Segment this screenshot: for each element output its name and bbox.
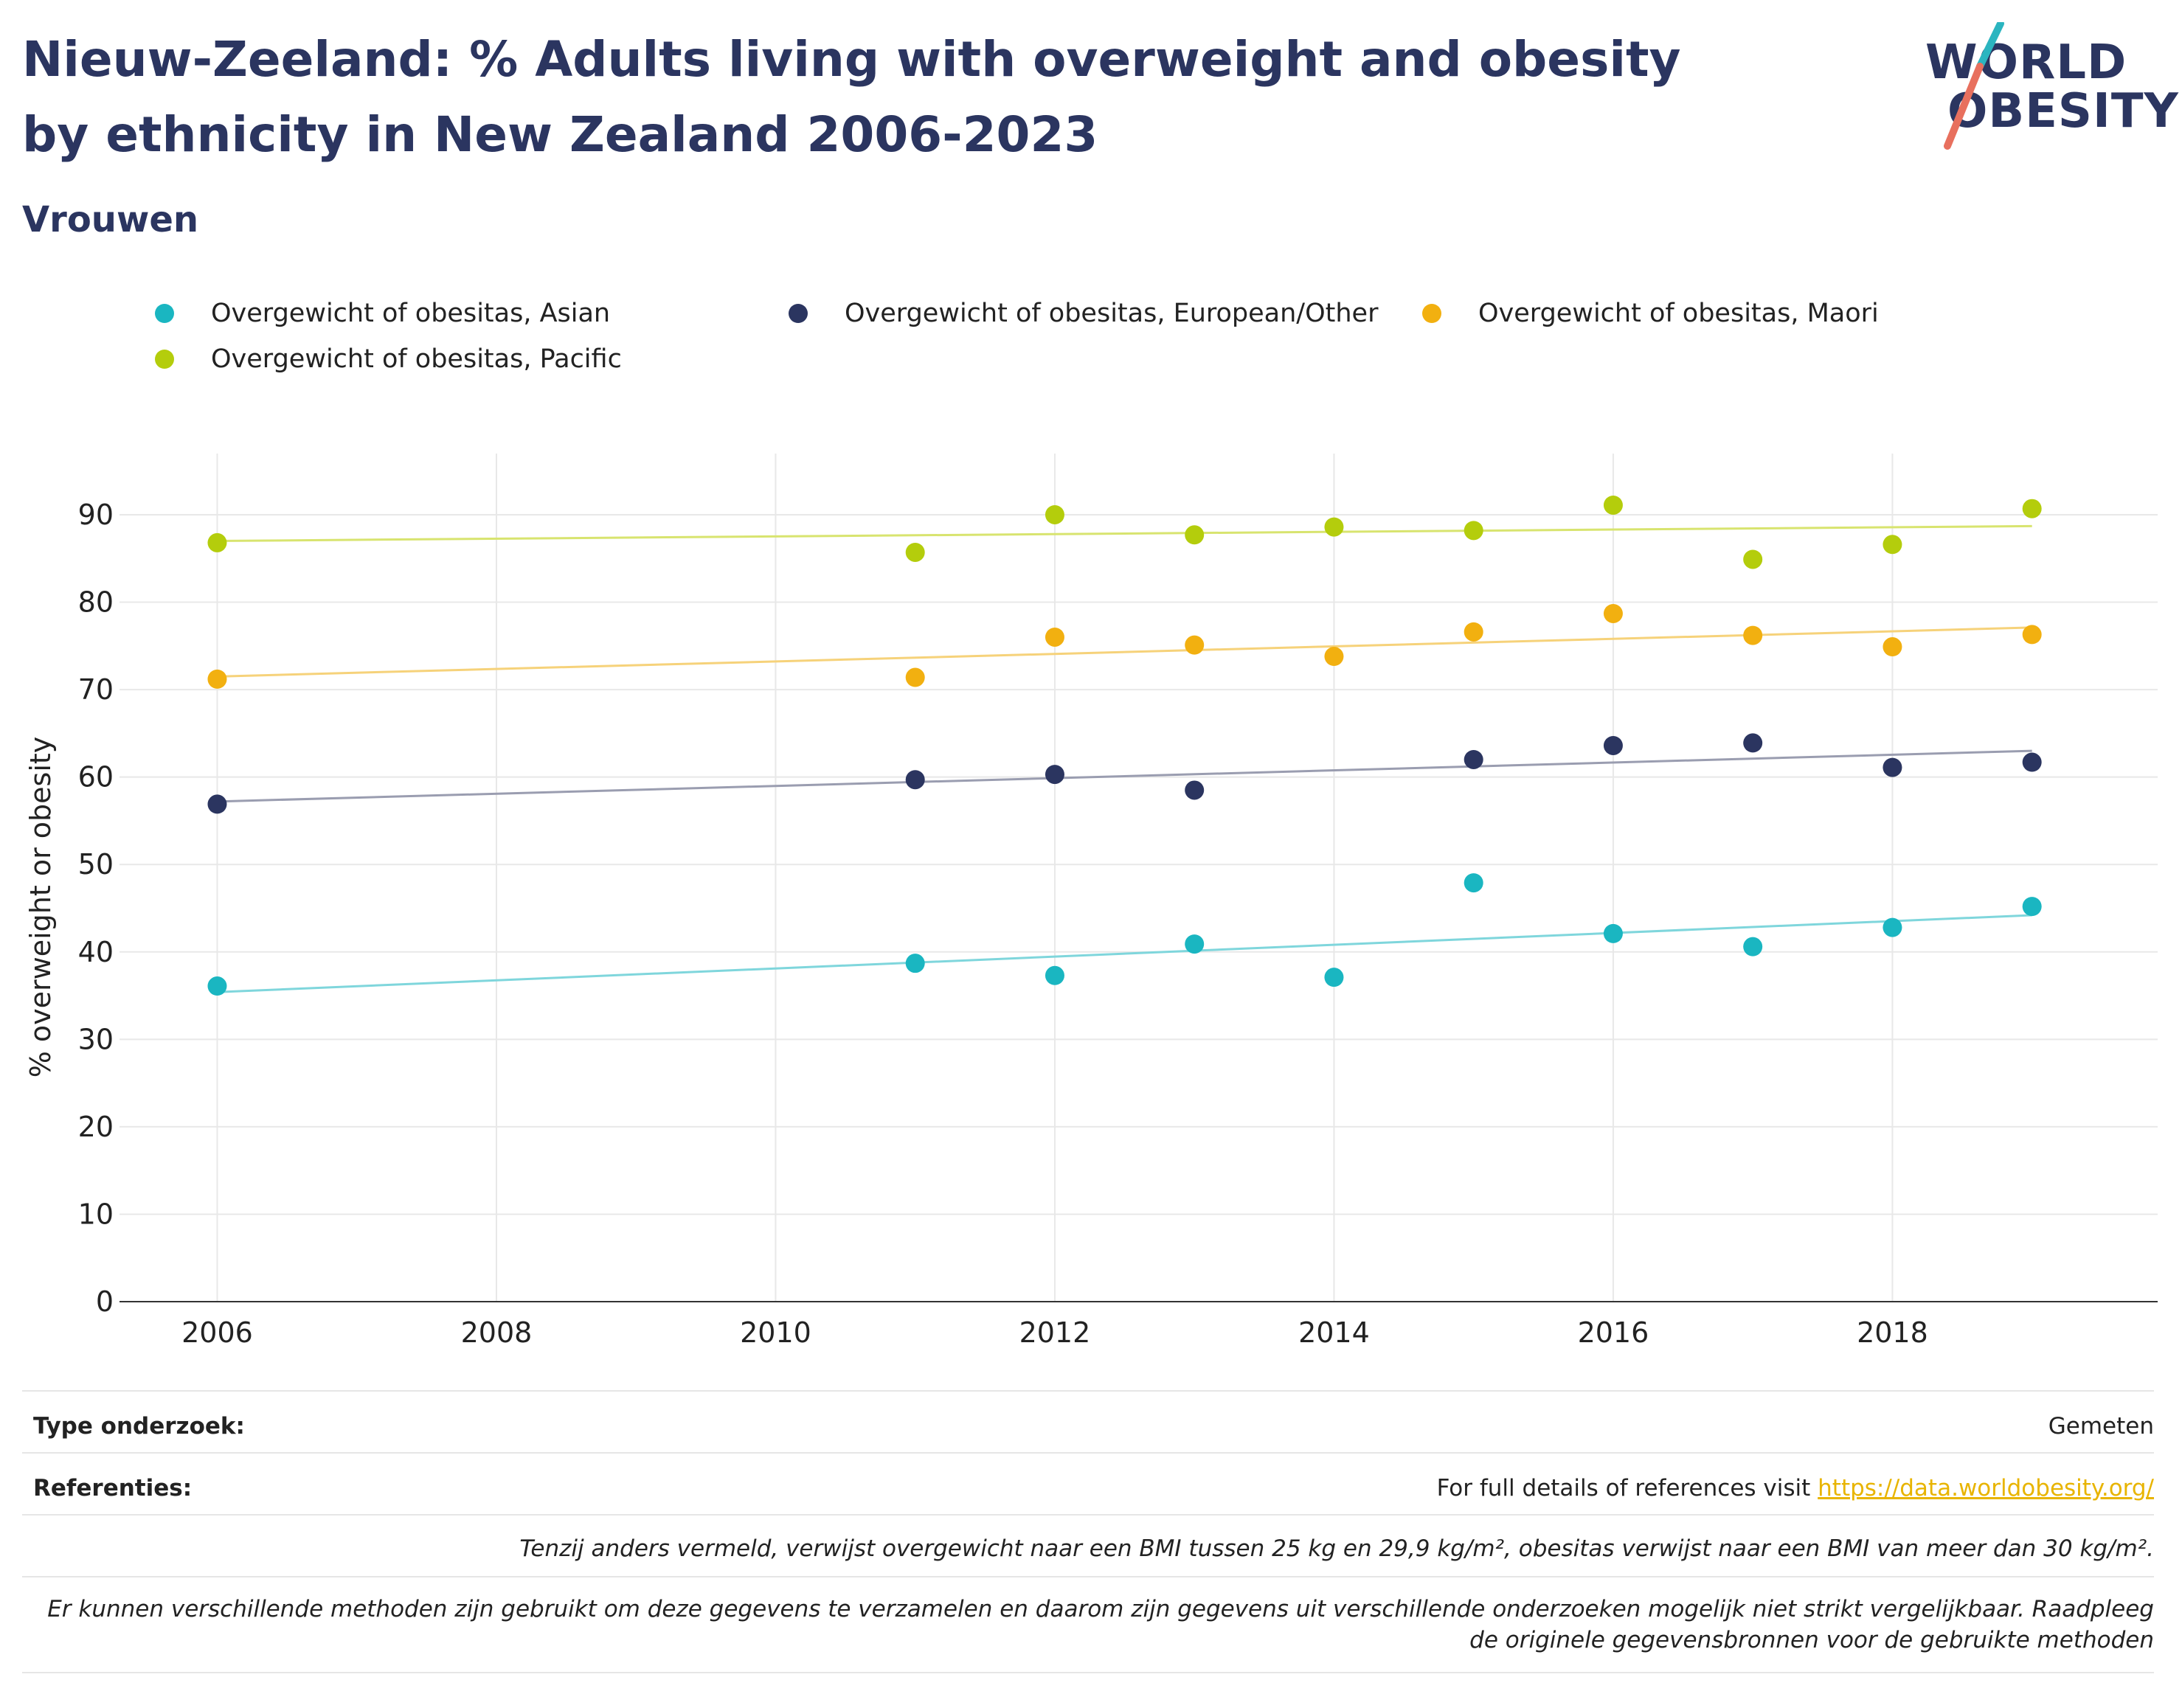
data-point — [1045, 504, 1064, 524]
data-point — [207, 669, 227, 689]
data-point — [1045, 627, 1064, 647]
y-axis-label: % overweight or obesity — [24, 737, 57, 1078]
data-point — [1603, 735, 1623, 755]
y-tick-label: 10 — [78, 1198, 114, 1230]
chart-title: Nieuw-Zeeland: % Adults living with over… — [22, 31, 1681, 163]
data-point — [1743, 549, 1763, 569]
data-point — [1464, 521, 1483, 541]
trend-line — [217, 914, 2032, 993]
data-point — [1324, 647, 1344, 667]
x-tick-label: 2016 — [1578, 1316, 1649, 1349]
axes: 2006 2008 2010 2012 2014 2016 2018 0 10 20 30 40 50 6… — [78, 499, 2158, 1349]
data-point — [1464, 873, 1483, 893]
data-point — [207, 794, 227, 814]
data-point — [905, 770, 925, 790]
x-tick-label: 2006 — [181, 1316, 253, 1349]
x-tick-label: 2014 — [1298, 1316, 1370, 1349]
type-value: Gemeten — [2048, 1413, 2154, 1440]
y-tick-label: 20 — [78, 1111, 114, 1143]
data-point — [1464, 622, 1483, 642]
data-points — [207, 495, 2042, 996]
y-tick-label: 70 — [78, 673, 114, 706]
data-point — [1324, 517, 1344, 537]
x-tick-label: 2010 — [740, 1316, 811, 1349]
y-tick-label: 60 — [78, 761, 114, 794]
data-point — [1883, 917, 1902, 937]
trend-line — [217, 626, 2032, 678]
data-point — [1045, 765, 1064, 785]
chart-legend: Overgewicht of obesitas, Asian Overgewic… — [0, 288, 2182, 391]
legend-item-european-other[interactable]: Overgewicht of obesitas, European/Other — [789, 299, 1378, 328]
data-point — [207, 976, 227, 996]
data-point — [905, 954, 925, 973]
legend-marker — [1422, 304, 1441, 323]
grid-lines — [120, 454, 2158, 1302]
data-point — [1185, 934, 1205, 954]
footer-row-references: Referenties: For full details of referen… — [22, 1452, 2154, 1516]
data-point — [2022, 625, 2042, 645]
data-point — [1603, 495, 1623, 515]
logo-line1: WORLD — [1925, 35, 2127, 90]
y-tick-label: 0 — [96, 1285, 114, 1318]
references-value: For full details of references visit htt… — [1437, 1475, 2154, 1502]
data-point — [1603, 923, 1623, 943]
legend-label: Overgewicht of obesitas, Asian — [211, 299, 611, 328]
y-tick-label: 90 — [78, 499, 114, 531]
data-point — [1185, 635, 1205, 655]
data-point — [1185, 525, 1205, 545]
legend-item-asian[interactable]: Overgewicht of obesitas, Asian — [155, 299, 610, 328]
footer-row-note1: Tenzij anders vermeld, verwijst overgewi… — [22, 1514, 2154, 1577]
type-label: Type onderzoek: — [33, 1413, 245, 1440]
y-tick-label: 50 — [78, 848, 114, 881]
logo-line2: OBESITY — [1947, 84, 2179, 139]
x-tick-label: 2008 — [461, 1316, 533, 1349]
data-point — [1883, 637, 1902, 657]
references-label: Referenties: — [33, 1475, 193, 1502]
references-text: For full details of references visit — [1436, 1475, 1818, 1502]
definition-note: Tenzij anders vermeld, verwijst overgewi… — [519, 1535, 2154, 1562]
data-point — [1324, 968, 1344, 987]
data-point — [1883, 757, 1902, 777]
data-point — [905, 542, 925, 562]
data-point — [2022, 499, 2042, 518]
x-tick-label: 2012 — [1019, 1316, 1091, 1349]
legend-marker — [155, 350, 174, 369]
data-point — [1464, 749, 1483, 769]
chart-subtitle: Vrouwen — [22, 199, 199, 240]
legend-label: Overgewicht of obesitas, Maori — [1478, 299, 1879, 328]
y-tick-label: 30 — [78, 1023, 114, 1055]
trend-line — [217, 749, 2032, 803]
data-point — [1603, 603, 1623, 623]
legend-item-maori[interactable]: Overgewicht of obesitas, Maori — [1422, 299, 1879, 328]
data-point — [1185, 780, 1205, 800]
logo-slash-icon — [1944, 22, 2004, 150]
data-point — [1743, 625, 1763, 645]
methods-note: Er kunnen verschillende methoden zijn ge… — [47, 1596, 2154, 1653]
y-tick-label: 40 — [78, 936, 114, 968]
legend-marker — [789, 304, 808, 323]
world-obesity-logo: WORLD OBESITY — [1918, 22, 2178, 155]
trend-line — [217, 524, 2032, 543]
legend-item-pacific[interactable]: Overgewicht of obesitas, Pacific — [155, 344, 622, 374]
data-point — [1743, 733, 1763, 753]
scatter-chart: 2006 2008 2010 2012 2014 2016 2018 0 10 20 30 40 50 6… — [24, 454, 2158, 1349]
y-tick-label: 80 — [78, 586, 114, 619]
data-point — [1743, 937, 1763, 957]
x-tick-label: 2018 — [1857, 1316, 1928, 1349]
footer-row-note2: Er kunnen verschillende methoden zijn ge… — [22, 1576, 2154, 1673]
data-point — [905, 667, 925, 687]
legend-label: Overgewicht of obesitas, Pacific — [211, 344, 622, 374]
data-point — [2022, 897, 2042, 917]
references-link[interactable]: https://data.worldobesity.org/ — [1818, 1475, 2154, 1502]
trend-lines — [217, 524, 2032, 993]
legend-marker — [155, 304, 174, 323]
data-point — [2022, 752, 2042, 772]
legend-label: Overgewicht of obesitas, European/Other — [845, 299, 1379, 328]
data-point — [207, 532, 227, 552]
data-point — [1045, 965, 1064, 985]
footer-row-type: Type onderzoek: Gemeten — [22, 1390, 2154, 1454]
data-point — [1883, 535, 1902, 555]
